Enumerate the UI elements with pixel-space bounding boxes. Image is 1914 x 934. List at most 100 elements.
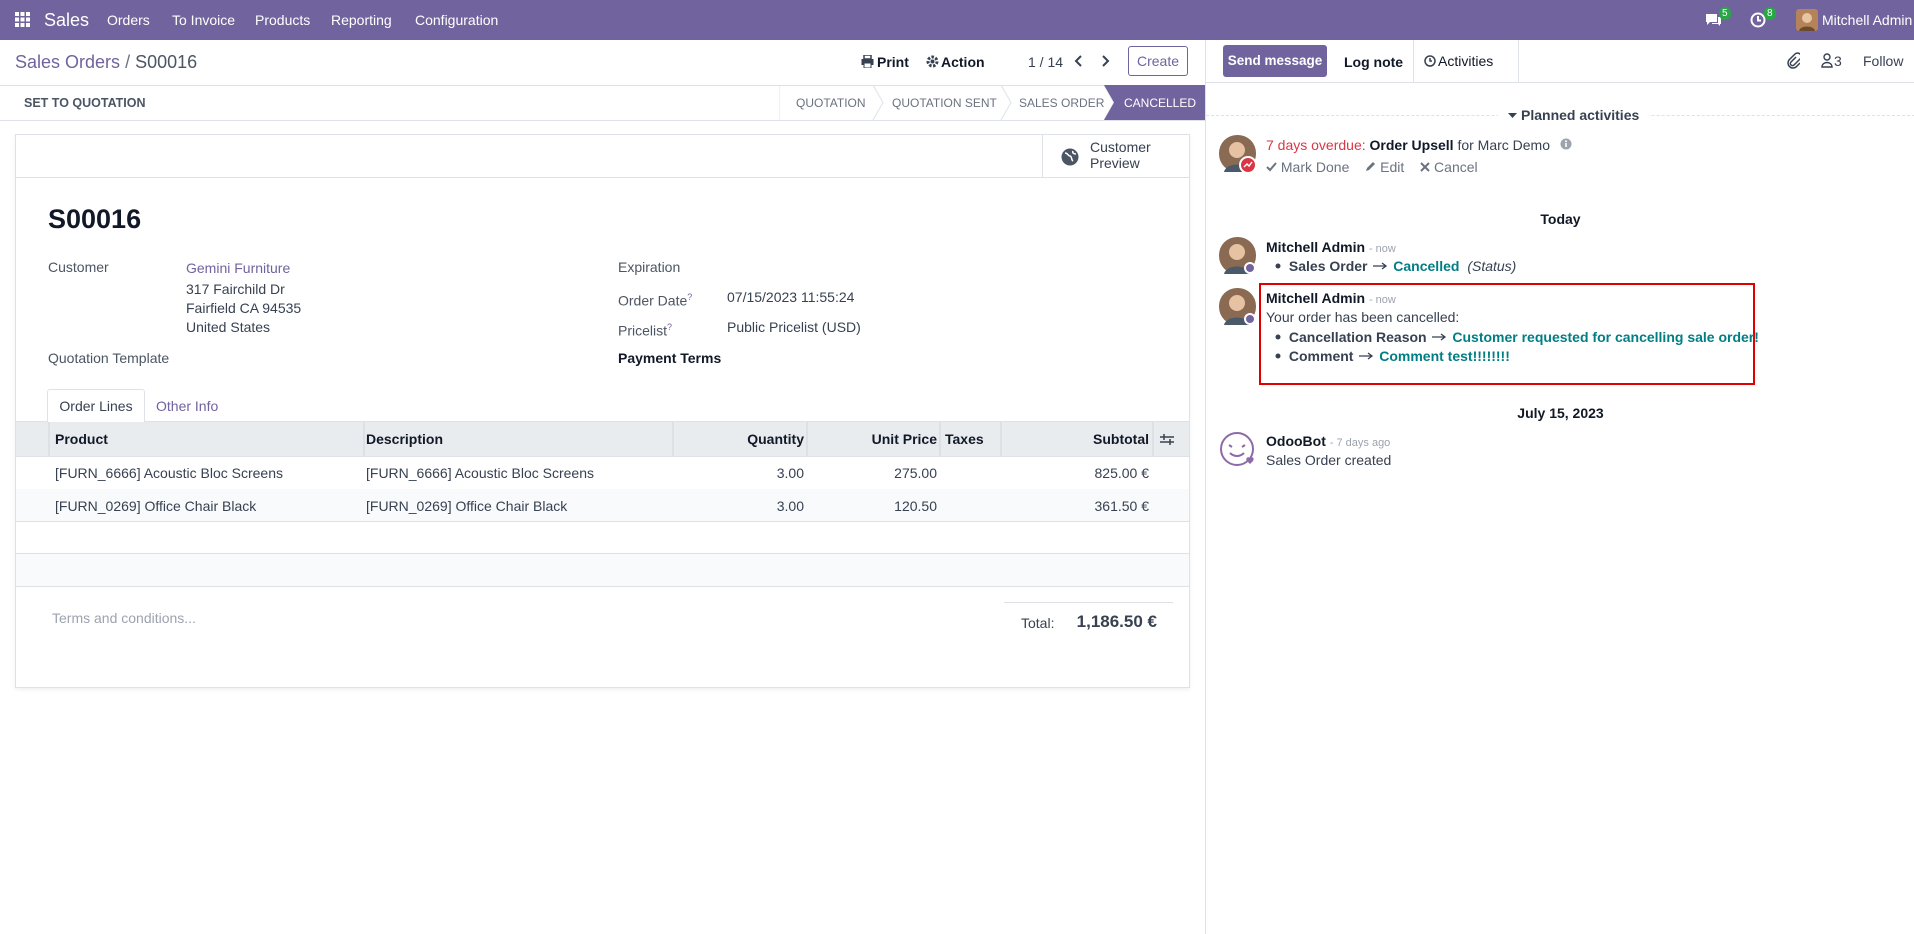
clock-icon [1424,55,1436,67]
label-text: Order Date [618,292,688,309]
column-header[interactable]: Product [55,431,108,447]
cell: [FURN_0269] Office Chair Black [366,498,568,514]
message-header: OdooBot - 7 days ago [1266,432,1390,452]
message-time: - now [1368,294,1396,306]
pager-arrows[interactable] [1073,54,1113,68]
total-label: Total: [1021,615,1055,631]
change-value: Comment test!!!!!!!! [1379,348,1510,364]
field-label: Customer [48,259,109,275]
attachment-icon[interactable] [1786,52,1800,69]
activities-badge: 8 [1764,7,1776,20]
apps-icon[interactable] [15,12,30,27]
activity-assignee: for Marc Demo [1457,137,1551,153]
change-line: Cancellation Reason Customer requested f… [1273,328,1759,346]
message-author[interactable]: Mitchell Admin [1266,239,1366,255]
column-header[interactable]: Description [366,431,444,447]
menu-item[interactable]: Products [255,12,311,28]
activity-actions: Mark Done Edit Cancel [1266,158,1478,176]
message-author[interactable]: OdooBot [1266,433,1326,449]
activity-avatar [1219,135,1257,174]
message-time: - 7 days ago [1329,437,1391,449]
table-row[interactable] [16,489,1189,522]
followers-count[interactable]: 3 [1834,53,1842,69]
tab[interactable]: Other Info [156,398,219,414]
customer-link[interactable]: Gemini Furniture [186,260,291,276]
planned-activities-header[interactable]: Planned activities [1498,106,1650,124]
cell: 3.00 [776,465,804,481]
date-separator: Today [1540,211,1581,227]
tracking-field-name: (Status) [1467,258,1517,274]
field-label: Pricelist? [618,318,672,340]
terms-placeholder[interactable]: Terms and conditions... [52,610,196,626]
empty-row [16,521,1189,554]
edit-button[interactable]: Edit [1380,159,1405,175]
set-to-quotation-button[interactable]: SET TO QUOTATION [24,96,146,110]
followers-icon[interactable] [1821,53,1833,68]
activities-button[interactable]: Activities [1413,40,1519,83]
mark-done-button[interactable]: Mark Done [1280,159,1350,175]
cell: [FURN_6666] Acoustic Bloc Screens [366,465,594,481]
column-header[interactable]: Unit Price [871,431,937,447]
tracking-line: Sales Order Cancelled (Status) [1273,257,1516,275]
field-label: Order Date? [618,288,692,310]
field-label: Quotation Template [48,350,170,366]
field-value: 07/15/2023 11:55:24 [727,289,855,305]
menu-item[interactable]: To Invoice [172,12,236,28]
send-message-button[interactable]: Send message [1223,45,1327,77]
help-icon[interactable]: ? [667,322,673,332]
tab-active[interactable]: Order Lines [47,389,145,423]
date-separator: July 15, 2023 [1517,405,1604,421]
action-button[interactable]: Action [941,54,985,70]
change-value: Customer requested for cancelling sale o… [1452,329,1759,345]
author-avatar [1219,288,1256,325]
chatter-topbar-border [1206,82,1914,83]
column-header[interactable]: Taxes [945,431,984,447]
cell: 361.50 € [1094,498,1150,514]
app-name[interactable]: Sales [44,10,90,30]
stage[interactable]: QUOTATION [796,96,866,110]
help-icon[interactable]: ? [687,292,693,302]
stage[interactable]: SALES ORDER [1019,96,1105,110]
cell: 120.50 [894,498,937,514]
stage[interactable]: QUOTATION SENT [892,96,997,110]
activities-icon[interactable] [1750,12,1766,28]
customer-preview-button[interactable]: Customer Preview [1042,135,1190,177]
create-button[interactable]: Create [1128,46,1188,76]
breadcrumb-separator: / [125,52,131,72]
tabs-border [16,421,1189,422]
cancel-button[interactable]: Cancel [1434,159,1478,175]
stage-active: CANCELLED [1124,96,1197,110]
cell: [FURN_6666] Acoustic Bloc Screens [55,465,283,481]
info-icon[interactable] [1560,138,1572,150]
button-box-border [16,177,1189,178]
gear-icon [926,55,939,68]
messages-icon[interactable] [1704,12,1722,28]
menu-item[interactable]: Reporting [331,12,392,28]
message-author[interactable]: Mitchell Admin [1266,290,1366,306]
bullet [1275,353,1281,359]
log-note-button[interactable]: Log note [1344,54,1404,70]
menu-item[interactable]: Orders [107,12,150,28]
column-header[interactable]: Quantity [747,431,804,447]
column-separators [48,422,1174,456]
globe-icon [1061,148,1079,166]
print-button[interactable]: Print [877,54,909,70]
breadcrumb-link[interactable]: Sales Orders [15,52,121,72]
activity-summary: Order Upsell [1369,137,1454,153]
message-time: - now [1368,243,1396,255]
user-avatar[interactable] [1796,9,1818,31]
highlight-box [1259,283,1755,385]
pager: 1 / 14 [1028,54,1064,70]
follow-button[interactable]: Follow [1863,53,1904,69]
cell: 825.00 € [1094,465,1150,481]
caret-icon [1508,113,1517,118]
tracking-value: Cancelled [1393,258,1460,274]
author-avatar [1219,237,1256,274]
menu-item[interactable]: Configuration [415,12,499,28]
print-icon [861,55,874,68]
column-header[interactable]: Subtotal [1093,431,1149,447]
activities-label: Activities [1438,53,1494,69]
user-name[interactable]: Mitchell Admin [1822,12,1913,28]
field-value: Public Pricelist (USD) [727,319,861,335]
chatter: Send message Log note Activities 3 Follo… [1205,40,1914,934]
